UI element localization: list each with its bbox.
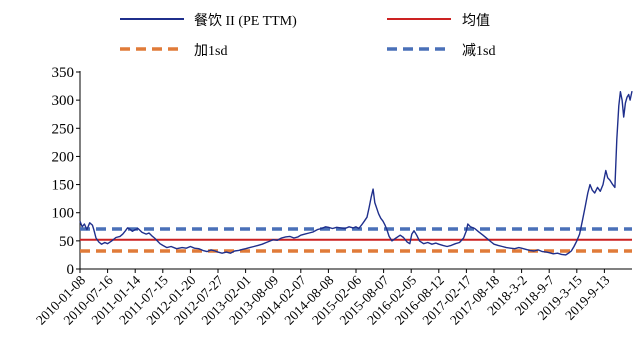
chart-axes: 0501001502002503003502010-01-082010-07-1… [33, 65, 632, 328]
y-tick-label: 350 [52, 65, 75, 81]
y-tick-label: 300 [52, 93, 75, 109]
reference-lines [80, 227, 632, 253]
series-layer [79, 90, 633, 256]
y-tick-label: 100 [52, 206, 75, 222]
y-tick-label: 0 [67, 262, 75, 278]
legend-item-series-0: 餐饮 II (PE TTM) [120, 13, 297, 29]
chart-legend: 餐饮 II (PE TTM) 均值 加1sd 减1sd [120, 13, 495, 59]
legend-label-series-2: 加1sd [194, 43, 227, 59]
legend-item-series-1: 均值 [387, 13, 490, 29]
y-tick-label: 200 [52, 149, 75, 165]
y-tick-label: 250 [52, 121, 75, 137]
y-tick-label: 150 [52, 178, 75, 194]
legend-item-series-3: 减1sd [387, 43, 495, 59]
legend-label-series-0: 餐饮 II (PE TTM) [194, 13, 297, 29]
series-line-0 [79, 90, 633, 256]
legend-label-series-1: 均值 [462, 13, 490, 29]
legend-label-series-3: 减1sd [462, 43, 495, 59]
legend-item-series-2: 加1sd [120, 43, 227, 59]
y-tick-label: 50 [59, 234, 74, 250]
